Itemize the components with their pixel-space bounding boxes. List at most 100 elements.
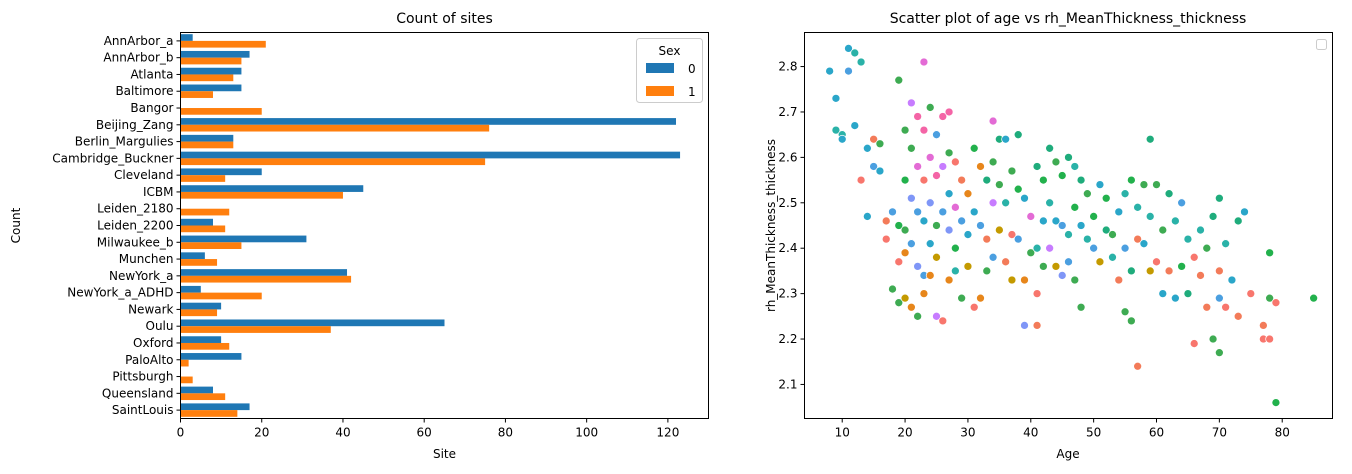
scatter-point [881,216,891,226]
scatter-point [1001,257,1010,267]
scatter-point [1158,289,1168,298]
scatter-point [957,216,966,226]
scatter-point [1114,207,1124,217]
bar-category-tick-label: Oulu [146,319,174,333]
scatter-point [1145,212,1155,221]
scatter-point [1233,311,1243,321]
scatter-point [844,44,853,53]
scatter-point [932,171,941,180]
scatter-point [982,234,992,244]
scatter-point [1089,243,1098,253]
scatter-point [894,257,904,267]
scatter-point [944,148,954,158]
scatter-point [1076,221,1086,230]
scatter-point [969,143,979,153]
scatter-point [1001,198,1010,208]
scatter-point [944,225,954,235]
scatter-point [1271,298,1281,308]
scatter-x-tick-label: 60 [1149,426,1164,440]
bar-category-tick-label: Berlin_Margulies [75,135,174,149]
bar-category-tick-label: PaloAlto [125,353,173,367]
bar-Cambridge_Buckner-sex-0 [180,151,681,159]
scatter-point [1026,212,1036,221]
scatter-point [888,207,897,217]
scatter-point [1114,275,1124,285]
bar-y-axis-label: Count [9,207,23,243]
bar-Oxford-sex-1 [180,342,230,350]
bar-PaloAlto-sex-0 [180,353,242,360]
legend-title: Sex [659,44,681,58]
scatter-y-tick-label: 2.2 [778,332,797,346]
bar-PaloAlto-sex-1 [180,359,189,367]
bar-Bangor-sex-1 [180,108,262,115]
scatter-y-ticks: 2.1 2.2 2.3 2.4 2.5 2.6 2.7 2.8 [778,60,805,391]
scatter-point [1070,275,1080,285]
scatter-point [1215,293,1224,303]
scatter-x-axis-label: Age [1056,447,1079,461]
scatter-point [1265,293,1274,303]
bar-category-tick-label: Newark [128,302,173,316]
bar-category-tick-label: Atlanta [130,67,173,81]
scatter-point [1026,248,1036,258]
scatter-point [951,157,960,167]
scatter-point [1020,275,1029,285]
scatter-point [951,243,960,253]
scatter-point [844,66,853,76]
scatter-point [969,302,979,312]
scatter-point [1133,234,1142,244]
scatter-point [1045,198,1054,208]
bar-Baltimore-sex-0 [180,84,242,92]
scatter-point [1039,216,1048,226]
legend-label-0: 0 [688,62,696,76]
bar-Leiden_2200-sex-0 [180,218,213,226]
legend-swatch-0 [646,63,674,73]
bar-Berlin_Margulies-sex-0 [180,134,234,142]
legend-label-1: 1 [688,85,696,99]
scatter-point [976,293,985,303]
scatter-x-tick-label: 10 [835,426,850,440]
scatter-point [1202,243,1212,253]
scatter-point [1007,166,1017,176]
scatter-x-tick-label: 50 [1086,426,1101,440]
scatter-point [1064,257,1073,267]
bar-NewYork_a_ADHD-sex-0 [180,285,201,293]
scatter-point [1032,243,1042,253]
scatter-point [1127,316,1136,326]
scatter-point [919,125,929,135]
scatter-point [963,230,973,239]
scatter-y-tick-label: 2.4 [778,241,797,255]
scatter-point [825,66,834,76]
bar-Leiden_2180-sex-1 [180,208,230,216]
scatter-point [875,139,885,149]
scatter-point [913,207,922,217]
scatter-point [900,293,910,303]
scatter-point [1265,248,1274,258]
scatter-point [1101,225,1111,235]
scatter-point [1208,334,1218,344]
scatter-point [1183,234,1193,244]
bar-NewYork_a_ADHD-sex-1 [180,292,262,300]
scatter-point [988,198,998,208]
bar-Baltimore-sex-1 [180,91,213,98]
bar-category-tick-label: NewYork_a [109,269,174,283]
scatter-point [1070,202,1080,212]
scatter-x-tick-label: 80 [1275,426,1290,440]
scatter-point [856,175,866,185]
scatter-point [1208,212,1218,221]
scatter-point [831,125,841,135]
scatter-point [1127,266,1136,276]
bar-category-tick-label: Pittsburgh [112,370,173,384]
bar-Oulu-sex-0 [180,319,445,327]
bar-category-tick-label: Cambridge_Buckner [52,151,173,165]
scatter-y-tick-label: 2.8 [778,60,797,74]
bar-value-tick-label: 120 [656,426,679,440]
scatter-point [1095,257,1105,267]
scatter-point [995,180,1004,189]
scatter-point [944,189,954,199]
scatter-point [907,143,916,153]
scatter-point [982,175,992,185]
scatter-point [1057,221,1067,230]
bar-ICBM-sex-0 [180,185,364,192]
bar-chart-title: Count of sites [396,11,493,27]
